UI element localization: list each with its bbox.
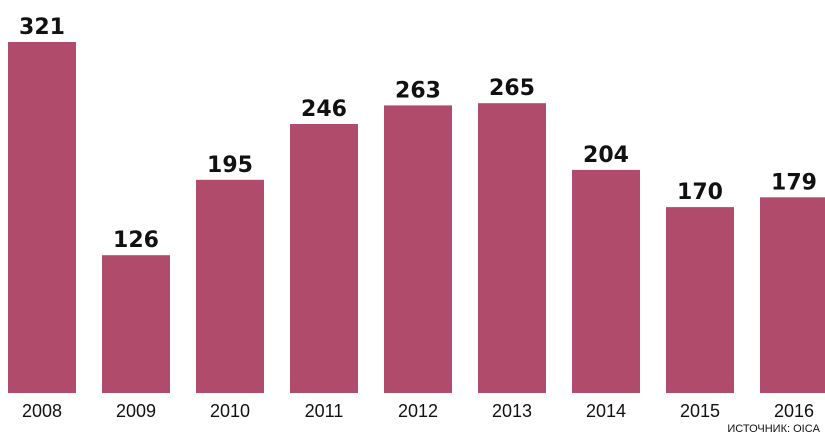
value-label-2014: 204 (583, 143, 629, 168)
x-tick-label-2012: 2012 (398, 401, 438, 421)
bar-2014 (572, 169, 640, 393)
bar-2016 (760, 197, 825, 393)
source-label: ИСТОЧНИК: OICA (727, 423, 820, 435)
value-label-2012: 263 (395, 78, 441, 103)
bar-2011 (290, 124, 358, 393)
bars-group (8, 42, 825, 394)
bar-2009 (102, 255, 170, 393)
value-labels-group: 321 126 195 246 263 265 204 170 179 (19, 15, 817, 253)
value-label-2009: 126 (113, 228, 159, 253)
value-label-2011: 246 (301, 97, 347, 122)
bar-2012 (384, 105, 452, 394)
value-label-2015: 170 (677, 180, 723, 205)
bar-2010 (196, 179, 264, 393)
value-label-2010: 195 (207, 153, 253, 178)
x-tick-label-2016: 2016 (774, 401, 814, 421)
value-label-2008: 321 (19, 15, 65, 40)
x-axis-tick-labels: 2008 2009 2010 2011 2012 2013 2014 2015 2016 (22, 401, 814, 421)
x-tick-label-2015: 2015 (680, 401, 720, 421)
value-label-2016: 179 (771, 170, 817, 195)
value-label-2013: 265 (489, 76, 535, 101)
x-tick-label-2009: 2009 (116, 401, 156, 421)
bar-2015 (666, 207, 734, 393)
x-tick-label-2013: 2013 (492, 401, 532, 421)
bar-2008 (8, 42, 76, 393)
bar-2013 (478, 103, 546, 393)
x-tick-label-2010: 2010 (210, 401, 250, 421)
x-tick-label-2008: 2008 (22, 401, 62, 421)
x-tick-label-2011: 2011 (305, 401, 344, 421)
x-tick-label-2014: 2014 (586, 401, 626, 421)
